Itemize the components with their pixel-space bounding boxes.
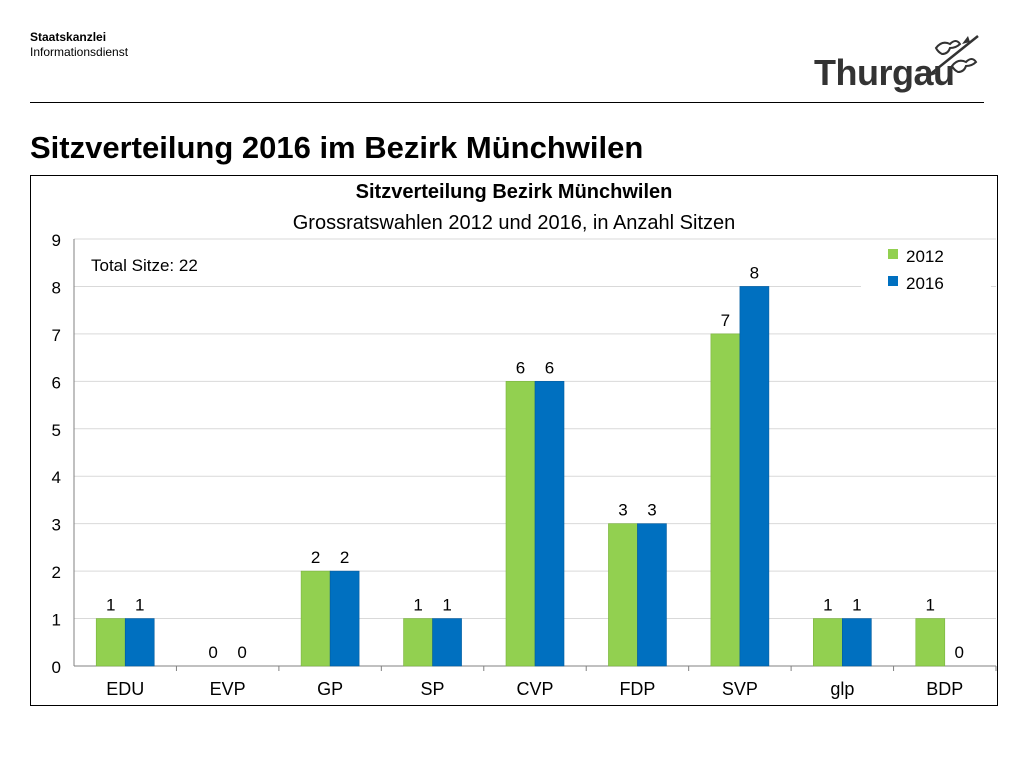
bar-2012	[505, 381, 536, 667]
data-label: 8	[750, 263, 759, 282]
y-tick-label: 3	[52, 516, 61, 535]
x-tick-label: BDP	[926, 679, 963, 699]
legend-swatch-2012	[888, 249, 898, 259]
data-label: 6	[516, 358, 525, 377]
data-label: 3	[618, 501, 627, 520]
data-label: 1	[852, 596, 861, 615]
x-tick-label: GP	[317, 679, 343, 699]
x-tick-label: SP	[421, 679, 445, 699]
y-tick-label: 6	[52, 373, 61, 392]
data-label: 1	[823, 596, 832, 615]
data-label: 0	[955, 643, 964, 662]
data-label: 1	[442, 596, 451, 615]
x-tick-label: FDP	[619, 679, 655, 699]
bar-2012	[915, 618, 946, 667]
lion-emblem-icon	[927, 35, 979, 77]
bar-2012	[300, 570, 331, 667]
x-tick-label: glp	[830, 679, 854, 699]
chart-subtitle: Grossratswahlen 2012 und 2016, in Anzahl…	[293, 212, 736, 234]
bar-chart: Sitzverteilung Bezirk Münchwilen Grossrat…	[52, 181, 997, 699]
bar-2012	[608, 523, 638, 667]
bar-2012	[403, 618, 433, 667]
y-tick-label: 9	[52, 231, 61, 250]
org-name: Staatskanzlei	[30, 30, 107, 44]
page-title: Sitzverteilung 2016 im Bezirk Münchwilen	[30, 130, 644, 165]
data-label: 3	[647, 501, 656, 520]
y-tick-label: 8	[52, 278, 61, 297]
x-tick-label: EVP	[210, 679, 246, 699]
x-tick-label: CVP	[516, 679, 553, 699]
thurgau-logo: Thurgau	[814, 30, 984, 93]
data-label: 0	[237, 643, 246, 662]
data-label: 1	[135, 596, 144, 615]
y-tick-label: 2	[52, 563, 61, 582]
header-divider	[30, 102, 984, 103]
bar-2016	[637, 523, 667, 667]
data-label: 1	[926, 596, 935, 615]
y-tick-label: 1	[52, 611, 61, 630]
y-tick-label: 0	[52, 658, 61, 677]
legend-label: 2012	[906, 247, 944, 266]
y-tick-label: 7	[52, 326, 61, 345]
data-label: 0	[208, 643, 217, 662]
x-tick-label: EDU	[106, 679, 144, 699]
org-block: Staatskanzlei Informationsdienst	[30, 30, 128, 60]
total-seats-annotation: Total Sitze: 22	[91, 256, 198, 275]
bar-2016	[534, 381, 565, 667]
chart-title: Sitzverteilung Bezirk Münchwilen	[356, 181, 673, 203]
bar-2016	[842, 618, 872, 667]
y-tick-label: 5	[52, 421, 61, 440]
bar-2012	[95, 618, 126, 667]
bar-2016	[432, 618, 462, 667]
bar-2012	[710, 333, 741, 667]
x-tick-label: SVP	[722, 679, 758, 699]
y-tick-label: 4	[52, 468, 61, 487]
data-label: 6	[545, 358, 554, 377]
legend-box	[861, 241, 991, 299]
org-dept: Informationsdienst	[30, 45, 129, 59]
data-label: 1	[106, 596, 115, 615]
bar-2016	[739, 286, 770, 667]
bar-2016	[329, 570, 360, 667]
bar-2016	[124, 618, 155, 667]
data-label: 2	[340, 548, 349, 567]
chart-frame: Sitzverteilung Bezirk Münchwilen Grossrat…	[30, 175, 998, 706]
data-label: 2	[311, 548, 320, 567]
legend-label: 2016	[906, 274, 944, 293]
data-label: 1	[413, 596, 422, 615]
data-label: 7	[721, 311, 730, 330]
bar-2012	[813, 618, 843, 667]
legend-swatch-2016	[888, 276, 898, 286]
